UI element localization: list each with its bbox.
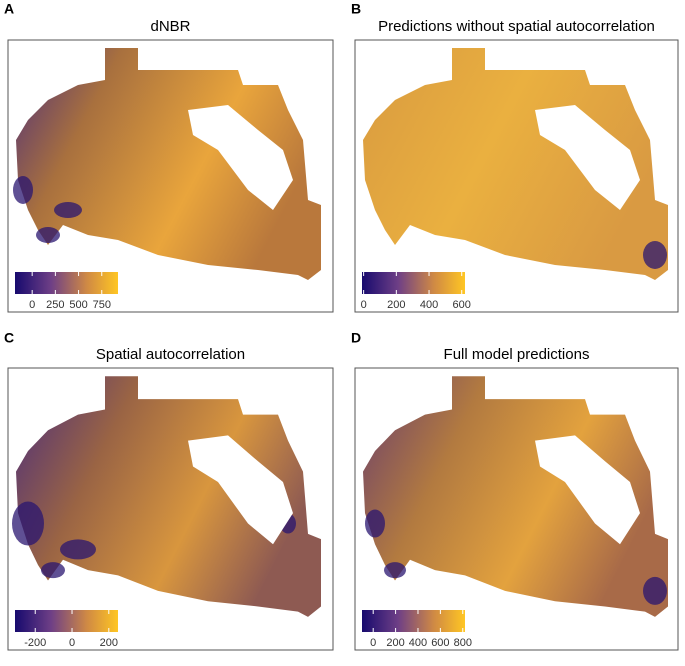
colorbar [362, 272, 465, 294]
panel-title: Full model predictions [444, 346, 590, 363]
map-lake [535, 105, 640, 210]
colorbar-tick-label: 0 [370, 637, 376, 649]
panel-label: C [4, 330, 14, 346]
colorbar-tick-label: 0 [361, 299, 367, 311]
panel-label: B [351, 1, 361, 17]
colorbar-tick-label: 200 [387, 299, 405, 311]
colorbar [362, 610, 465, 632]
colorbar [15, 610, 118, 632]
map-patch [384, 562, 406, 579]
map-area [363, 48, 668, 280]
colorbar-tick-label: 400 [420, 299, 438, 311]
colorbar-tick-label: 200 [386, 637, 404, 649]
map-patch [13, 176, 33, 204]
colorbar-tick-label: 250 [46, 299, 64, 311]
map-patch [60, 539, 96, 560]
map-patch [36, 227, 60, 243]
colorbar-tick-label: 600 [453, 299, 471, 311]
colorbar-tick-label: 200 [100, 637, 118, 649]
colorbar-tick-label: -200 [24, 637, 46, 649]
colorbar [15, 272, 118, 294]
map-patch [643, 576, 667, 605]
map-patch [643, 241, 667, 269]
colorbar-tick-label: 800 [454, 637, 472, 649]
colorbar-tick-label: 500 [69, 299, 87, 311]
panel-label: D [351, 330, 361, 346]
map-area [363, 376, 668, 617]
map-patch [41, 562, 65, 579]
panel-title: Predictions without spatial autocorrelat… [378, 18, 655, 35]
map-area [16, 376, 321, 617]
colorbar-tick-label: 400 [409, 637, 427, 649]
map-lake [535, 435, 640, 545]
map-area [16, 48, 321, 280]
colorbar-tick-label: 750 [93, 299, 111, 311]
colorbar-tick-label: 0 [29, 299, 35, 311]
panel-title: Spatial autocorrelation [96, 346, 245, 363]
map-lake [188, 105, 293, 210]
colorbar-tick-label: 600 [431, 637, 449, 649]
map-patch [365, 509, 385, 538]
panel-title: dNBR [150, 18, 190, 35]
map-patch [12, 501, 44, 546]
map-patch [54, 202, 82, 218]
panel-label: A [4, 1, 14, 17]
colorbar-tick-label: 0 [69, 637, 75, 649]
map-lake [188, 435, 293, 545]
